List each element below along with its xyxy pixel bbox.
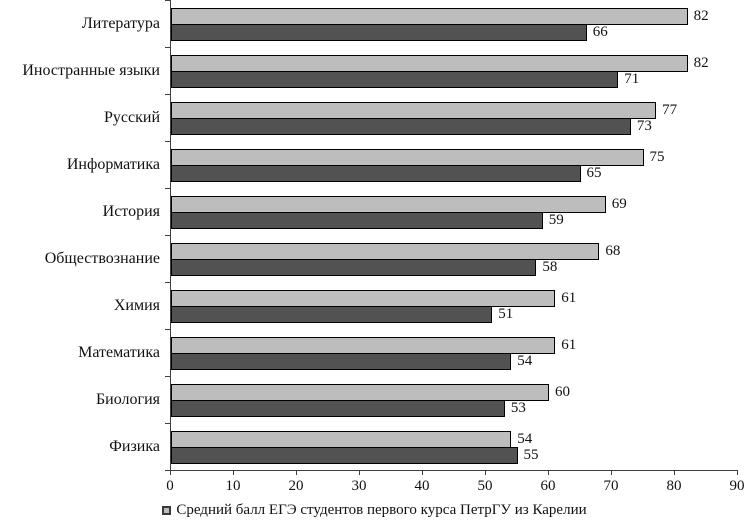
bar-light (171, 337, 556, 354)
value-label: 82 (693, 8, 709, 24)
category-label: Русский (104, 109, 160, 126)
bar-dark (171, 353, 512, 370)
value-label: 68 (605, 243, 621, 259)
x-axis-tick-label: 50 (477, 478, 493, 494)
value-label: 61 (561, 290, 577, 306)
x-axis-tick (485, 471, 486, 475)
category-label: Химия (113, 297, 160, 314)
value-label: 71 (624, 71, 640, 87)
bar-dark (171, 400, 505, 417)
y-axis-tick (165, 282, 170, 283)
bar-dark (171, 447, 518, 464)
value-label: 82 (693, 55, 709, 71)
category-label: Иностранные языки (22, 62, 160, 79)
value-label: 54 (517, 353, 533, 369)
value-label: 55 (523, 447, 539, 463)
x-axis-tick (170, 471, 171, 475)
value-label: 58 (542, 259, 558, 275)
bar-dark (171, 71, 619, 88)
bar-light (171, 243, 600, 260)
y-axis-tick (165, 470, 170, 471)
bar-light (171, 149, 644, 166)
value-label: 54 (517, 431, 533, 447)
y-axis-tick (165, 235, 170, 236)
category-label: Обществознание (44, 250, 160, 267)
y-axis-tick (165, 141, 170, 142)
x-axis-tick (611, 471, 612, 475)
category-label: История (102, 203, 160, 220)
value-label: 59 (548, 212, 564, 228)
category-label: Информатика (66, 156, 160, 173)
y-axis-tick (165, 0, 170, 1)
bar-dark (171, 24, 587, 41)
x-axis-tick-label: 0 (166, 478, 174, 494)
bar-dark (171, 118, 631, 135)
plot-area: 82 66 82 71 77 73 75 65 69 59 68 58 61 51 61 54 60 53 54 55 (170, 0, 738, 471)
category-label: Математика (78, 344, 160, 361)
bar-dark (171, 306, 493, 323)
value-label: 60 (554, 384, 570, 400)
bar-light (171, 384, 549, 401)
value-label: 75 (649, 149, 665, 165)
bar-dark (171, 212, 543, 229)
y-axis-tick (165, 376, 170, 377)
x-axis-tick-label: 30 (351, 478, 367, 494)
y-axis-tick (165, 423, 170, 424)
legend-marker-icon (162, 506, 172, 515)
bar-dark (171, 165, 581, 182)
x-axis-tick-label: 80 (666, 478, 682, 494)
y-axis-tick (165, 94, 170, 95)
x-axis-tick (548, 471, 549, 475)
y-axis-tick (165, 329, 170, 330)
category-label: Литература (81, 15, 160, 32)
value-label: 65 (586, 165, 602, 181)
x-axis-tick-label: 20 (288, 478, 304, 494)
legend-label: Средний балл ЕГЭ студентов первого курса… (176, 502, 587, 518)
bar-dark (171, 259, 537, 276)
x-axis-tick (422, 471, 423, 475)
x-axis-tick (737, 471, 738, 475)
value-label: 77 (662, 102, 678, 118)
x-axis-tick-label: 40 (414, 478, 430, 494)
bar-light (171, 8, 688, 25)
bar-light (171, 55, 688, 72)
category-label: Физика (109, 438, 160, 455)
value-label: 51 (498, 306, 514, 322)
x-axis-tick (233, 471, 234, 475)
value-label: 69 (611, 196, 627, 212)
bar-light (171, 431, 512, 448)
x-axis-tick-label: 60 (540, 478, 556, 494)
x-axis-tick (674, 471, 675, 475)
value-label: 73 (636, 118, 652, 134)
y-axis-tick (165, 188, 170, 189)
x-axis-tick-label: 90 (729, 478, 745, 494)
x-axis-tick-label: 10 (225, 478, 241, 494)
category-label: Биология (95, 391, 160, 408)
legend: Средний балл ЕГЭ студентов первого курса… (0, 502, 749, 519)
x-axis-tick (296, 471, 297, 475)
value-label: 61 (561, 337, 577, 353)
value-label: 66 (592, 24, 608, 40)
bar-light (171, 196, 606, 213)
bar-light (171, 102, 657, 119)
value-label: 53 (510, 400, 526, 416)
y-axis-tick (165, 47, 170, 48)
bar-light (171, 290, 556, 307)
x-axis-tick (359, 471, 360, 475)
x-axis-tick-label: 70 (603, 478, 619, 494)
